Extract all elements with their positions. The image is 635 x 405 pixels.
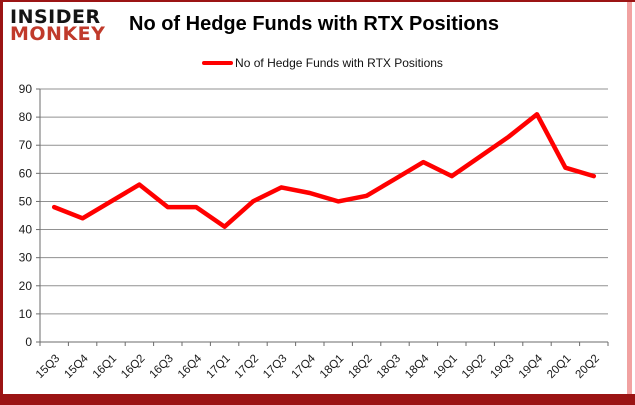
x-axis-label: 16Q1 [91, 353, 119, 381]
y-axis-label: 90 [19, 82, 33, 96]
y-axis-label: 80 [19, 110, 33, 124]
insider-monkey-logo: INSIDER MONKEY [10, 6, 106, 45]
x-axis-label: 17Q2 [233, 353, 261, 381]
x-axis-label: 16Q3 [148, 353, 176, 381]
logo-word-monkey: MONKEY [10, 23, 106, 45]
x-axis-label: 18Q2 [346, 353, 374, 381]
x-axis-label: 19Q3 [488, 353, 516, 381]
x-axis-label: 20Q2 [574, 353, 602, 381]
x-axis-label: 16Q2 [119, 353, 147, 381]
y-axis-label: 30 [19, 251, 33, 265]
x-axis-label: 20Q1 [545, 353, 573, 381]
x-axis-label: 15Q4 [62, 352, 91, 381]
x-axis-label: 19Q1 [432, 353, 460, 381]
chart-legend: No of Hedge Funds with RTX Positions [5, 56, 635, 70]
y-axis-label: 0 [25, 335, 32, 349]
x-axis-label: 19Q2 [460, 353, 488, 381]
y-axis-label: 20 [19, 279, 33, 293]
y-axis-label: 70 [19, 138, 33, 152]
frame-border-left [0, 0, 3, 405]
x-axis-label: 18Q1 [318, 353, 346, 381]
y-axis-label: 50 [19, 194, 33, 208]
x-axis-label: 15Q3 [34, 353, 62, 381]
legend-line-swatch [202, 61, 234, 65]
y-axis-label: 40 [19, 223, 33, 237]
x-axis-label: 17Q3 [261, 353, 289, 381]
legend-label: No of Hedge Funds with RTX Positions [235, 56, 443, 70]
x-axis-label: 16Q4 [176, 352, 205, 381]
frame-border-bottom [0, 394, 635, 405]
chart-title: No of Hedge Funds with RTX Positions [129, 13, 499, 35]
y-axis-label: 10 [19, 307, 33, 321]
y-axis-label: 60 [19, 166, 33, 180]
logo-word-insider: INSIDER [10, 6, 101, 28]
series-line [51, 112, 597, 229]
x-axis-label: 18Q3 [375, 353, 403, 381]
x-axis-label: 19Q4 [517, 352, 546, 381]
frame-border-top [0, 0, 635, 2]
frame-border-right [627, 2, 632, 394]
x-axis-label: 18Q4 [403, 352, 432, 381]
x-axis-label: 17Q4 [290, 352, 319, 381]
x-axis-label: 17Q1 [204, 353, 232, 381]
